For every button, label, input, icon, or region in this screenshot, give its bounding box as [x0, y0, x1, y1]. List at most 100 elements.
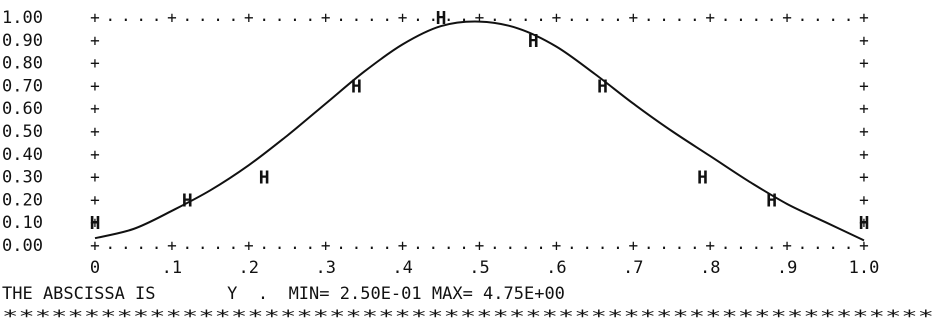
- frame-dot-top: .: [213, 6, 223, 25]
- frame-plus-right: +: [859, 168, 869, 187]
- x-tick-label: .3: [315, 258, 335, 278]
- frame-dot-top: .: [598, 6, 608, 25]
- frame-dot-bottom: .: [106, 234, 116, 253]
- frame-dot-top: .: [136, 6, 146, 25]
- x-tick-label: .4: [392, 258, 412, 278]
- frame-dot-top: .: [798, 6, 808, 25]
- frame-dot-top: .: [828, 6, 838, 25]
- frame-dot-bottom: .: [798, 234, 808, 253]
- frame-dot-bottom: .: [505, 234, 515, 253]
- frame-dot-top: .: [152, 6, 162, 25]
- frame-dot-top: .: [736, 6, 746, 25]
- frame-plus-right: +: [859, 54, 869, 73]
- frame-plus-bottom: +: [475, 236, 485, 255]
- frame-dot-bottom: .: [259, 234, 269, 253]
- data-point-h: H: [90, 213, 101, 234]
- frame-dot-top: .: [229, 6, 239, 25]
- frame-dot-top: .: [521, 6, 531, 25]
- frame-plus-bottom: +: [552, 236, 562, 255]
- frame-plus-right: +: [859, 8, 869, 27]
- data-point-h: H: [436, 8, 447, 29]
- frame-dot-top: .: [675, 6, 685, 25]
- x-tick-label: .5: [469, 258, 489, 278]
- frame-dot-top: .: [198, 6, 208, 25]
- frame-plus-left: +: [90, 99, 100, 118]
- frame-plus-bottom: +: [244, 236, 254, 255]
- frame-plus-top: +: [321, 8, 331, 27]
- frame-plus-bottom: +: [782, 236, 792, 255]
- frame-plus-right: +: [859, 99, 869, 118]
- frame-plus-right: +: [859, 76, 869, 95]
- frame-plus-bottom: +: [628, 236, 638, 255]
- x-tick-label: .6: [546, 258, 566, 278]
- frame-dot-bottom: .: [567, 234, 577, 253]
- frame-dot-top: .: [567, 6, 577, 25]
- frame-dot-bottom: .: [767, 234, 777, 253]
- frame-dot-bottom: .: [490, 234, 500, 253]
- frame-plus-bottom: +: [167, 236, 177, 255]
- frame-dot-top: .: [536, 6, 546, 25]
- frame-dot-top: .: [490, 6, 500, 25]
- frame-plus-right: +: [859, 190, 869, 209]
- frame-dot-bottom: .: [305, 234, 315, 253]
- frame-dot-bottom: .: [536, 234, 546, 253]
- frame-dot-bottom: .: [136, 234, 146, 253]
- frame-dot-bottom: .: [229, 234, 239, 253]
- frame-dot-top: .: [767, 6, 777, 25]
- frame-dot-top: .: [690, 6, 700, 25]
- frame-dot-bottom: .: [413, 234, 423, 253]
- frame-dot-bottom: .: [152, 234, 162, 253]
- frame-plus-bottom: +: [398, 236, 408, 255]
- frame-dot-bottom: .: [429, 234, 439, 253]
- y-tick-label: 0.00: [2, 236, 43, 256]
- frame-plus-top: +: [244, 8, 254, 27]
- frame-dot-bottom: .: [844, 234, 854, 253]
- frame-plus-top: +: [475, 8, 485, 27]
- frame-dot-bottom: .: [382, 234, 392, 253]
- frame-dot-bottom: .: [828, 234, 838, 253]
- frame-dot-bottom: .: [613, 234, 623, 253]
- frame-dot-bottom: .: [690, 234, 700, 253]
- frame-dot-bottom: .: [182, 234, 192, 253]
- frame-dot-top: .: [290, 6, 300, 25]
- frame-plus-right: +: [859, 213, 869, 232]
- frame-plus-right: +: [859, 236, 869, 255]
- frame-dot-bottom: .: [644, 234, 654, 253]
- frame-dot-bottom: .: [736, 234, 746, 253]
- frame-dot-bottom: .: [121, 234, 131, 253]
- frame-plus-top: +: [628, 8, 638, 27]
- frame-plus-left: +: [90, 168, 100, 187]
- frame-plus-left: +: [90, 8, 100, 27]
- data-point-h: H: [259, 168, 270, 189]
- frame-dot-top: .: [613, 6, 623, 25]
- frame-plus-left: +: [90, 190, 100, 209]
- frame-plus-left: +: [90, 213, 100, 232]
- y-tick-label: 0.10: [2, 213, 43, 233]
- frame-plus-top: +: [705, 8, 715, 27]
- frame-dot-top: .: [352, 6, 362, 25]
- frame-dot-bottom: .: [367, 234, 377, 253]
- frame-dot-bottom: .: [659, 234, 669, 253]
- frame-dot-bottom: .: [198, 234, 208, 253]
- frame-dot-top: .: [813, 6, 823, 25]
- frame-dot-top: .: [413, 6, 423, 25]
- frame-plus-right: +: [859, 122, 869, 141]
- data-point-h: H: [528, 31, 539, 52]
- data-point-h: H: [597, 76, 608, 97]
- frame-dot-top: .: [582, 6, 592, 25]
- frame-dot-bottom: .: [275, 234, 285, 253]
- frame-dot-bottom: .: [582, 234, 592, 253]
- frame-dot-top: .: [367, 6, 377, 25]
- x-axis-tick-labels: 0 .1 .2 .3 .4 .5 .6 .7 .8 .9 1.0: [90, 258, 879, 278]
- y-tick-label: 0.60: [2, 99, 43, 119]
- y-tick-label: 0.40: [2, 145, 43, 165]
- frame-dot-bottom: .: [721, 234, 731, 253]
- frame-dot-bottom: .: [521, 234, 531, 253]
- frame-dot-top: .: [752, 6, 762, 25]
- frame-dot-top: .: [182, 6, 192, 25]
- y-tick-label: 0.80: [2, 54, 43, 74]
- frame-dot-top: .: [844, 6, 854, 25]
- frame-dot-bottom: .: [352, 234, 362, 253]
- frame-dot-top: .: [121, 6, 131, 25]
- x-tick-label: .8: [700, 258, 720, 278]
